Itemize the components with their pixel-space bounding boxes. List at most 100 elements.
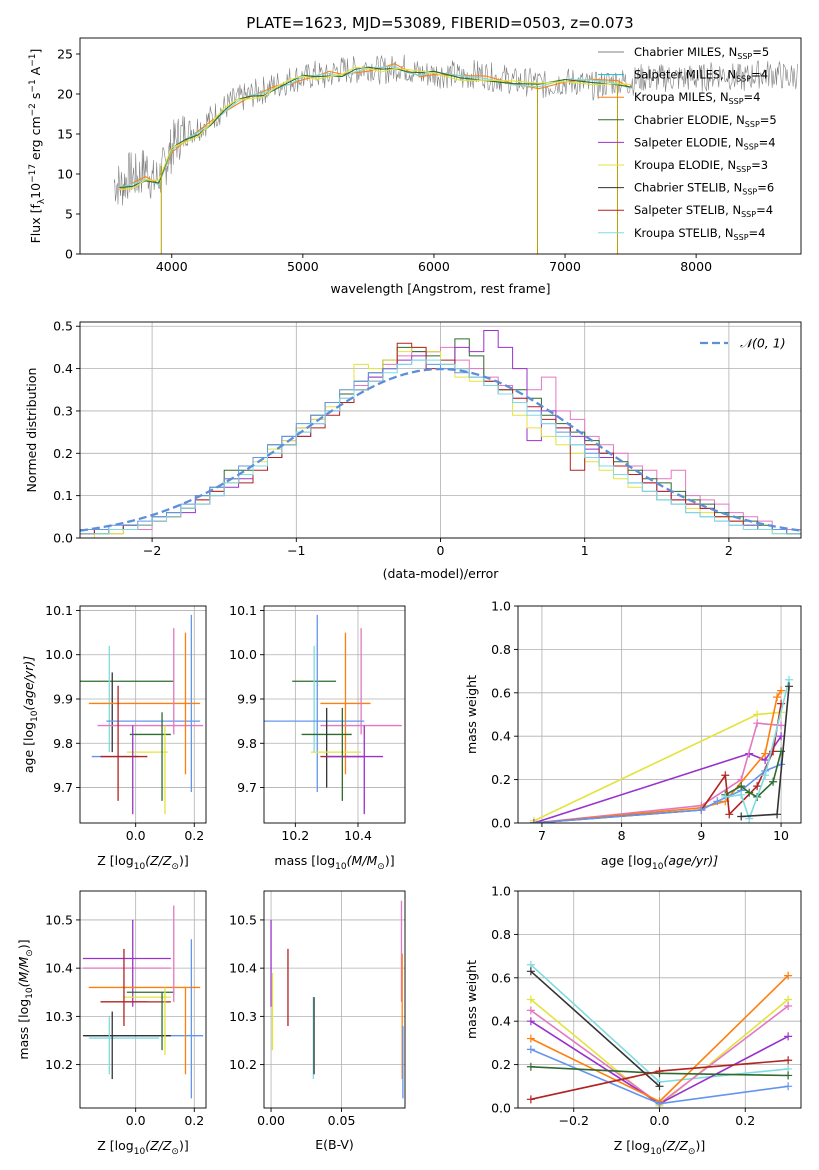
y-tick-label: 10.0 <box>45 647 73 662</box>
legend-entry-label: Chabrier MILES, NSSP=5 <box>634 45 769 61</box>
y-tick-label: 25 <box>57 47 73 62</box>
legend-entry-subscript: SSP <box>729 97 744 106</box>
mass-weight-marker <box>526 1017 535 1026</box>
y-axis-label: Normed distribution <box>24 368 39 493</box>
y-tick-label: 0.8 <box>491 642 511 657</box>
plot-area <box>264 614 402 815</box>
x-axis-label-part: 10 <box>134 862 146 872</box>
y-tick-label: 0.6 <box>491 970 511 985</box>
y-axis-label: age [log10(age/yr)] <box>21 656 40 773</box>
mass-weight-marker <box>721 771 730 780</box>
y-axis-label-part: 10 <box>28 183 43 199</box>
y-tick-label: 0.0 <box>491 816 511 831</box>
mass-weight-marker <box>721 792 730 801</box>
y-axis-label-part: ] <box>28 49 43 54</box>
x-tick-label: 0.2 <box>184 828 204 843</box>
legend-entry-subscript: SSP <box>736 165 751 174</box>
x-axis-label-part: (Z/Z <box>145 853 172 868</box>
mass-weight-line <box>533 722 782 823</box>
y-tick-label: 10.0 <box>229 647 257 662</box>
mass-weight-marker <box>784 1056 793 1065</box>
x-tick-label: −0.2 <box>559 1113 589 1128</box>
legend-entry-subscript: SSP <box>736 75 751 84</box>
model-spectrum-line <box>119 66 631 189</box>
observed-spectrum-line <box>113 54 798 206</box>
legend-entry-suffix: =6 <box>757 181 774 195</box>
legend-entry-base: Salpeter STELIB, N <box>634 203 741 217</box>
plot-area <box>270 900 404 1099</box>
x-axis-label: wavelength [Angstrom, rest frame] <box>330 281 550 296</box>
mass-weight-marker <box>725 810 734 819</box>
legend-entry-subscript: SSP <box>741 210 756 219</box>
mass-weight-line <box>530 970 661 1087</box>
x-axis-label-part: (Z/Z <box>145 1138 172 1153</box>
legend-entry-subscript: SSP <box>744 142 759 151</box>
y-tick-label: 10.5 <box>229 912 257 927</box>
x-axis-label: age [log10(age/yr)] <box>601 853 718 872</box>
y-axis-label-part: mass [log <box>16 999 31 1060</box>
x-tick-label: −2 <box>143 543 161 558</box>
x-axis-label-part: (Z/Z <box>662 1138 689 1153</box>
y-axis-label-part: −1 <box>28 79 38 92</box>
normal-distribution-curve <box>80 367 801 532</box>
legend-entry-label: 𝒩(0, 1) <box>740 336 786 351</box>
x-tick-label: 8 <box>618 828 626 843</box>
y-axis-label-part: (M/M <box>16 957 31 988</box>
mass-weight-marker <box>753 719 762 728</box>
y-axis-label-part: (age/yr)] <box>21 656 36 711</box>
y-tick-label: 0.8 <box>491 927 511 942</box>
mass-weight-marker <box>753 782 762 791</box>
x-axis-label-part: mass [log <box>274 853 335 868</box>
y-axis-label-part: A <box>28 66 43 79</box>
y-tick-label: 0.3 <box>53 403 73 418</box>
legend-entry-base: Chabrier MILES, N <box>634 45 737 59</box>
plot-area <box>80 614 204 815</box>
plot-area <box>80 330 801 538</box>
mass-weight-marker <box>737 812 746 821</box>
axes-border <box>263 605 406 824</box>
plot-area <box>82 905 204 1099</box>
legend-entry-subscript: SSP <box>734 233 749 242</box>
y-tick-label: 0.6 <box>491 685 511 700</box>
mass-weight-marker <box>773 693 782 702</box>
y-tick-label: 0.4 <box>53 361 73 376</box>
y-tick-label: 10 <box>57 167 73 182</box>
mass-weight-marker <box>761 749 770 758</box>
x-tick-label: 0.2 <box>184 1113 204 1128</box>
y-tick-label: 9.8 <box>53 736 73 751</box>
legend-entry-base: Kroupa STELIB, N <box>634 226 734 240</box>
mass-weight-line <box>533 690 782 823</box>
y-axis-label: mass weight <box>464 960 479 1039</box>
y-axis-label-part: erg cm <box>28 116 43 164</box>
x-axis-label: Z [log10(Z/Z⊙)] <box>97 853 188 872</box>
y-axis-label: Flux [fλ10−17 erg cm−2 s−1 A−1] <box>28 49 47 244</box>
y-tick-label: 0.5 <box>53 319 73 334</box>
legend-entry-label: Salpeter ELODIE, NSSP=4 <box>634 135 776 151</box>
x-axis-label-part: (age/yr)] <box>663 853 718 868</box>
x-axis-label-part: 10 <box>134 1147 146 1157</box>
y-tick-label: 1.0 <box>491 884 511 899</box>
y-axis-label-part: ⊙ <box>25 949 35 957</box>
x-axis-label-part: (M/M <box>347 853 378 868</box>
mass-weight-marker <box>784 1071 793 1080</box>
mass-weight-line <box>725 679 790 820</box>
y-tick-label: 0.4 <box>491 1014 511 1029</box>
axes-frame: 0.00 0.05 10.2 10.3 10.4 10.5 E(B-V) <box>229 890 406 1152</box>
x-tick-label: 9 <box>697 828 705 843</box>
x-tick-label: 0.0 <box>650 1113 670 1128</box>
legend-entry-suffix: =5 <box>760 113 777 127</box>
x-axis-label-part: Z [log <box>97 853 133 868</box>
y-tick-label: 1.0 <box>491 599 511 614</box>
mass-weight-marker <box>655 1082 664 1091</box>
histogram-step-line <box>80 359 801 538</box>
legend-entry-base: Chabrier STELIB, N <box>634 181 742 195</box>
axes-frame: 10.2 10.4 9.7 9.8 9.9 10.0 10.1 mass [log10(M/M… <box>229 603 406 872</box>
mass-weight-line <box>724 751 782 798</box>
y-tick-label: 9.9 <box>237 692 257 707</box>
mass-weight-marker <box>773 810 782 819</box>
y-axis-label-part: Flux [f <box>28 204 43 244</box>
y-tick-label: 15 <box>57 127 73 142</box>
y-tick-label: 0.4 <box>491 729 511 744</box>
